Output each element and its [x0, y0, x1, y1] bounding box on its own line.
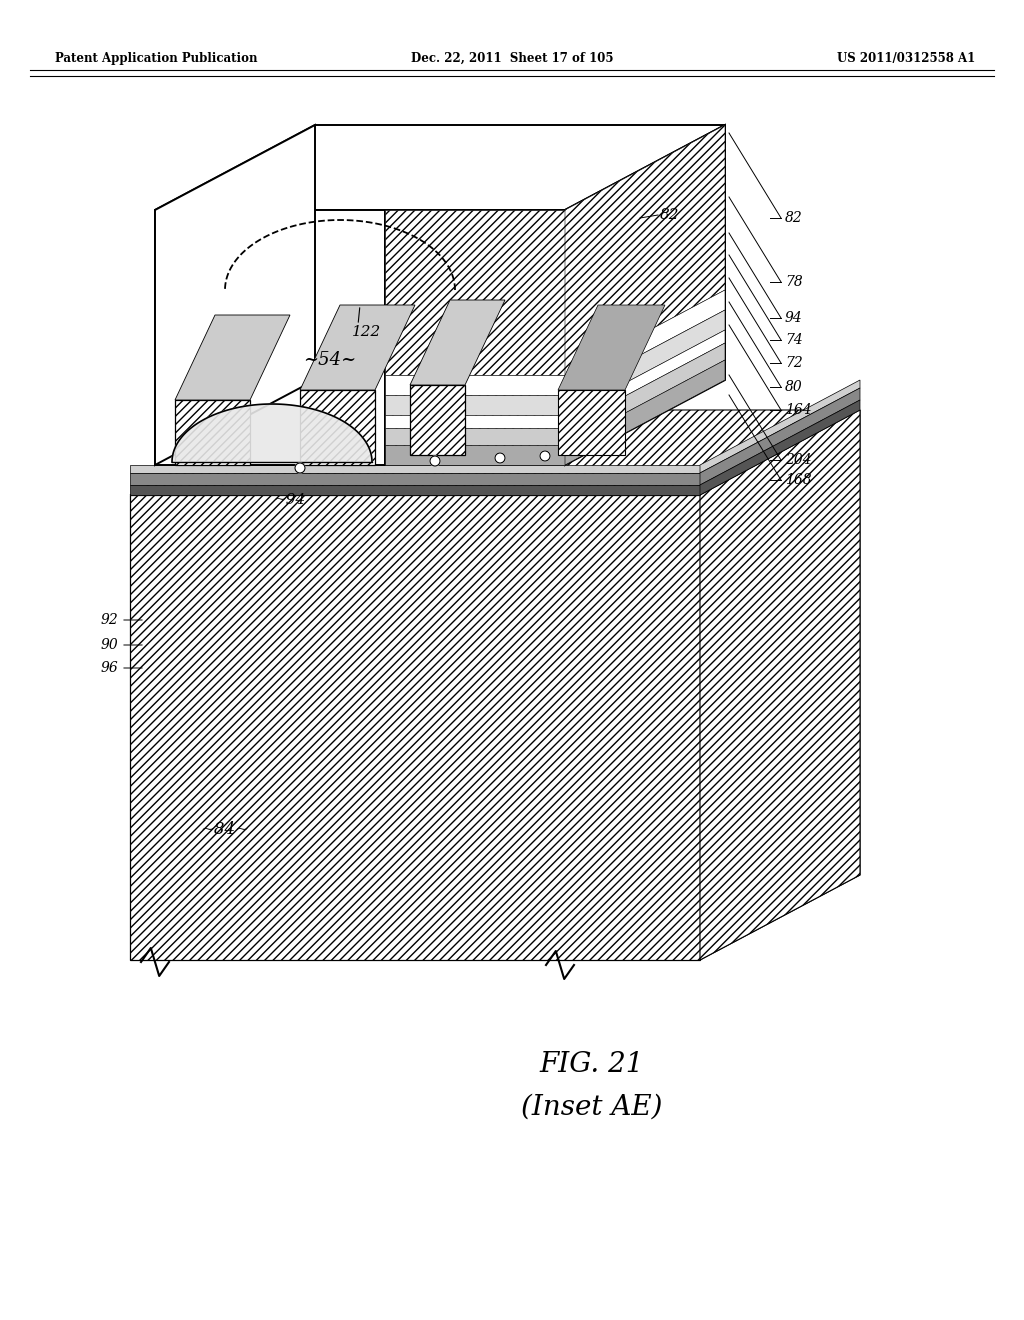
Polygon shape [175, 400, 250, 465]
Polygon shape [385, 414, 565, 428]
Polygon shape [385, 210, 565, 465]
Polygon shape [565, 310, 725, 414]
Polygon shape [385, 395, 565, 414]
Text: 92: 92 [100, 612, 118, 627]
Polygon shape [130, 495, 700, 960]
Polygon shape [385, 428, 565, 445]
Text: Patent Application Publication: Patent Application Publication [55, 51, 257, 65]
Polygon shape [700, 380, 860, 473]
Polygon shape [565, 125, 725, 465]
Text: 122: 122 [352, 325, 381, 339]
Polygon shape [175, 315, 290, 400]
Polygon shape [410, 385, 465, 455]
Text: 204: 204 [785, 453, 812, 467]
Text: 80: 80 [785, 380, 803, 393]
Polygon shape [130, 484, 700, 495]
Circle shape [295, 463, 305, 473]
Text: 82: 82 [785, 211, 803, 224]
Polygon shape [700, 411, 860, 960]
Polygon shape [155, 125, 725, 210]
Polygon shape [385, 375, 565, 395]
Text: 74: 74 [785, 333, 803, 347]
Polygon shape [558, 389, 625, 455]
Polygon shape [565, 290, 725, 395]
Polygon shape [155, 210, 385, 465]
Polygon shape [385, 445, 565, 465]
Polygon shape [155, 125, 315, 465]
Circle shape [495, 453, 505, 463]
Polygon shape [700, 388, 860, 484]
Polygon shape [565, 330, 725, 428]
Polygon shape [558, 305, 665, 389]
Polygon shape [172, 404, 372, 462]
Text: 82: 82 [660, 209, 680, 222]
Polygon shape [130, 473, 700, 484]
Polygon shape [410, 300, 505, 385]
Polygon shape [130, 465, 700, 473]
Polygon shape [130, 411, 860, 495]
Text: ~94: ~94 [273, 492, 306, 507]
Text: 96: 96 [100, 661, 118, 675]
Polygon shape [300, 389, 375, 465]
Text: (Inset AE): (Inset AE) [521, 1093, 663, 1121]
Polygon shape [700, 400, 860, 495]
Text: ~54~: ~54~ [303, 351, 356, 370]
Polygon shape [565, 360, 725, 465]
Circle shape [430, 455, 440, 466]
Text: 164: 164 [785, 403, 812, 417]
Polygon shape [700, 411, 860, 960]
Text: ~84~: ~84~ [201, 821, 250, 838]
Text: 94: 94 [785, 312, 803, 325]
Polygon shape [385, 210, 565, 375]
Text: 72: 72 [785, 356, 803, 370]
Text: Dec. 22, 2011  Sheet 17 of 105: Dec. 22, 2011 Sheet 17 of 105 [411, 51, 613, 65]
Polygon shape [565, 125, 725, 375]
Polygon shape [300, 305, 415, 389]
Text: 78: 78 [785, 275, 803, 289]
Text: 168: 168 [785, 473, 812, 487]
Text: FIG. 21: FIG. 21 [540, 1052, 644, 1078]
Text: US 2011/0312558 A1: US 2011/0312558 A1 [837, 51, 975, 65]
Polygon shape [565, 343, 725, 445]
Circle shape [540, 451, 550, 461]
Text: 90: 90 [100, 638, 118, 652]
